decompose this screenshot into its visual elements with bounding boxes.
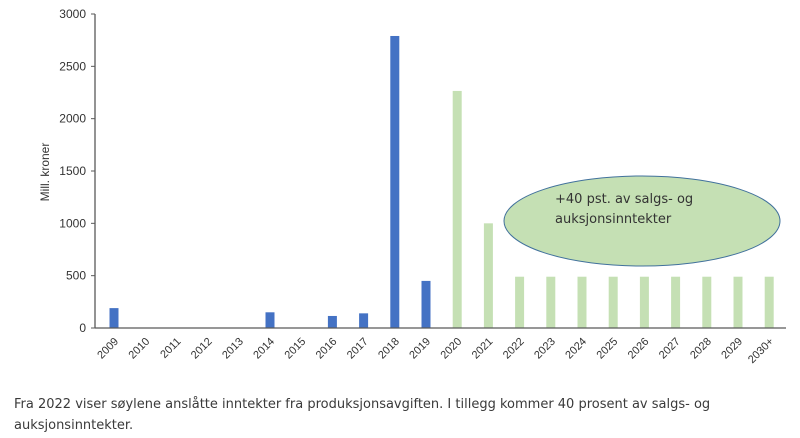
bar-2018 [390,35,400,328]
x-tick-label: 2028 [688,336,714,362]
x-tick-label: 2030+ [746,336,776,366]
bar-2025 [608,276,618,328]
bar-2028 [702,276,712,328]
bar-2024 [577,276,587,328]
bar-2023 [546,276,556,328]
y-tick-label: 0 [79,321,86,335]
bar-2016 [327,315,337,328]
x-tick-label: 2020 [439,336,465,362]
x-tick-label: 2027 [657,336,683,362]
x-tick-label: 2029 [719,336,745,362]
bar-2019 [421,280,431,328]
y-tick-label: 2000 [59,112,86,126]
bar-2029 [733,276,743,328]
bar-2026 [639,276,649,328]
y-axis-label: Mill. kroner [38,143,52,202]
annotation-line-1: +40 pst. av salgs- og [555,192,693,207]
x-tick-label: 2013 [220,336,246,362]
bar-2014 [265,312,275,328]
bar-2009 [109,308,119,328]
x-tick-label: 2018 [376,336,402,362]
annotation-line-2: auksjonsinntekter [555,212,672,227]
x-tick-label: 2021 [470,336,496,362]
y-tick-label: 2500 [59,59,86,73]
bar-chart: 0 500 1000 1500 2000 2500 3000 Mill. kroner 20… [38,7,786,366]
y-tick-label: 3000 [59,7,86,21]
x-tick-label: 2019 [407,336,433,362]
x-tick-label: 2022 [501,336,527,362]
y-tick-label: 1500 [59,164,86,178]
x-tick-label: 2023 [532,336,558,362]
x-tick-label: 2014 [251,336,277,362]
x-tick-label: 2011 [158,336,183,361]
annotation-bubble: +40 pst. av salgs- og auksjonsinntekter [503,175,781,267]
x-tick-label: 2009 [95,336,121,362]
x-tick-label: 2016 [314,336,340,362]
x-tick-label: 2026 [626,336,652,362]
figure-caption: Fra 2022 viser søylene anslåtte inntekte… [14,397,711,433]
x-tick-label: 2012 [189,336,215,362]
x-tick-label: 2017 [345,336,371,362]
bar-2020 [452,90,462,329]
x-tick-label: 2024 [563,336,589,362]
y-tick-label: 1000 [59,216,86,230]
y-tick-label: 500 [66,269,86,283]
bar-2030+ [764,276,774,328]
bar-2022 [515,276,525,328]
bar-2021 [483,223,493,328]
x-tick-label: 2015 [283,336,309,362]
annotation-ellipse [503,175,781,267]
bar-2027 [671,276,681,328]
x-tick-label: 2010 [127,336,153,362]
bar-2017 [359,313,369,328]
x-tick-label: 2025 [595,336,621,362]
